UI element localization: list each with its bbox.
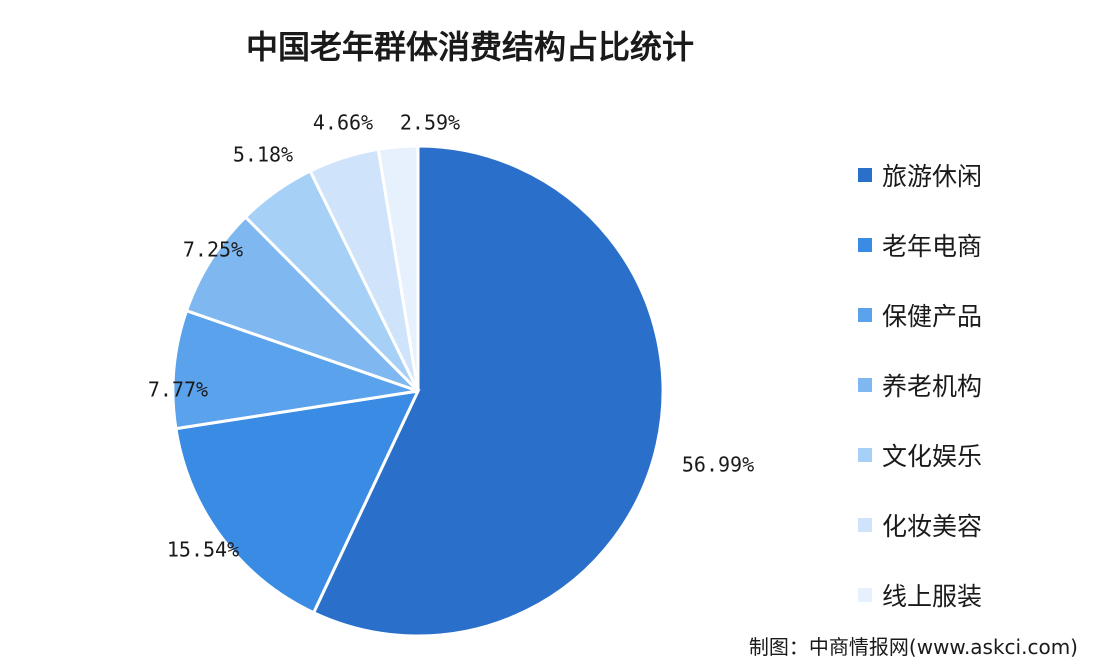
legend-swatch-6 [858, 588, 872, 602]
legend-item-0: 旅游休闲 [858, 140, 982, 210]
pie-slice-6 [376, 144, 420, 392]
legend-label-0: 旅游休闲 [882, 162, 983, 191]
slice-label-2: 7.77% [148, 378, 208, 402]
legend-label-3: 养老机构 [882, 372, 983, 401]
legend-label-2: 保健产品 [882, 302, 983, 331]
legend-label-6: 线上服装 [882, 582, 983, 611]
legend-swatch-4 [858, 448, 872, 462]
slice-label-6: 2.59% [400, 111, 460, 135]
legend-swatch-3 [858, 378, 872, 392]
chart-title: 中国老年群体消费结构占比统计 [245, 28, 694, 66]
slice-label-3: 7.25% [183, 238, 243, 262]
legend-swatch-2 [858, 308, 872, 322]
legend-label-5: 化妆美容 [882, 512, 983, 541]
legend-item-4: 文化娱乐 [858, 420, 982, 490]
pie-slice-1 [174, 389, 421, 615]
pie-slice-0 [311, 144, 665, 638]
pie-slice-2 [171, 308, 419, 431]
legend-item-2: 保健产品 [858, 280, 982, 350]
legend-item-3: 养老机构 [858, 350, 982, 420]
legend-swatch-1 [858, 238, 872, 252]
legend-item-5: 化妆美容 [858, 490, 982, 560]
legend-item-1: 老年电商 [858, 210, 982, 280]
slice-label-5: 4.66% [313, 111, 373, 135]
legend-item-6: 线上服装 [858, 560, 982, 630]
legend-label-4: 文化娱乐 [882, 442, 983, 471]
legend-swatch-5 [858, 518, 872, 532]
source-note: 制图：中商情报网(www.askci.com) [748, 635, 1078, 659]
legend-swatch-0 [858, 168, 872, 182]
slice-label-0: 56.99% [682, 453, 754, 477]
slice-label-4: 5.18% [233, 143, 293, 167]
legend-label-1: 老年电商 [882, 232, 983, 261]
pie-slice-3 [184, 214, 420, 393]
slice-label-1: 15.54% [167, 538, 239, 562]
legend: 旅游休闲 老年电商 保健产品 养老机构 文化娱乐 化妆美容 线上服装 [858, 140, 982, 630]
